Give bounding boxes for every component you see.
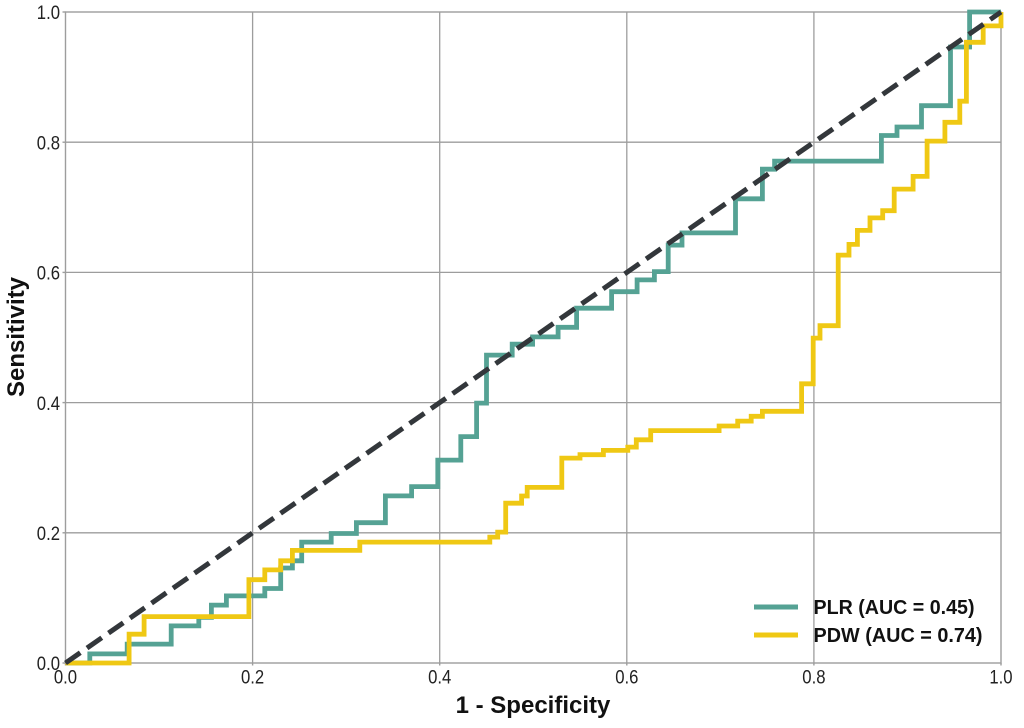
svg-text:0.0: 0.0: [54, 667, 77, 689]
svg-text:0.8: 0.8: [37, 132, 60, 154]
svg-text:0.0: 0.0: [37, 653, 60, 675]
svg-text:0.2: 0.2: [241, 667, 264, 689]
svg-text:0.6: 0.6: [615, 667, 638, 689]
svg-text:1.0: 1.0: [37, 2, 60, 24]
svg-text:0.4: 0.4: [428, 667, 451, 689]
svg-text:0.8: 0.8: [802, 667, 825, 689]
svg-text:1 - Specificity: 1 - Specificity: [456, 692, 611, 719]
svg-text:0.6: 0.6: [37, 263, 60, 285]
svg-text:0.4: 0.4: [37, 393, 60, 415]
svg-text:PDW (AUC = 0.74): PDW (AUC = 0.74): [814, 625, 983, 647]
svg-text:1.0: 1.0: [989, 667, 1012, 689]
svg-text:Sensitivity: Sensitivity: [3, 276, 30, 397]
svg-text:PLR (AUC = 0.45): PLR (AUC = 0.45): [814, 597, 975, 619]
svg-text:0.2: 0.2: [37, 523, 60, 545]
